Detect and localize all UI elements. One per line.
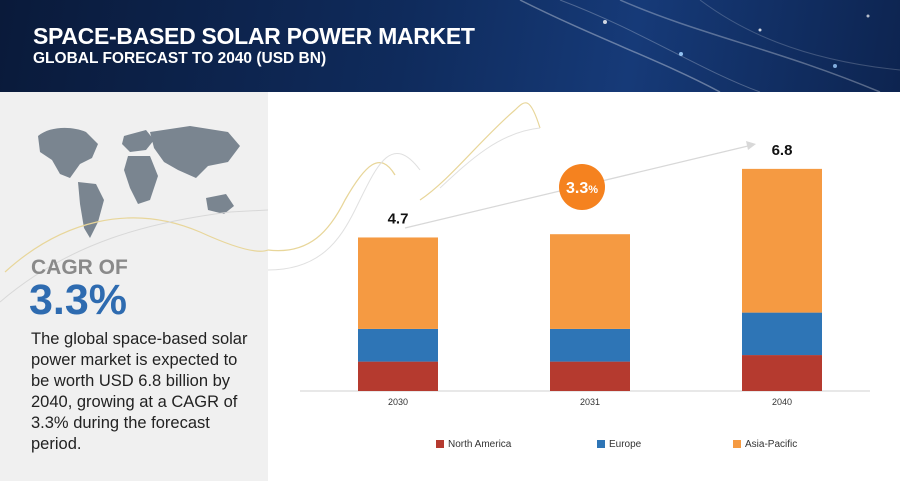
chart-subtitle: GLOBAL FORECAST TO 2040 (USD BN) (33, 50, 327, 67)
legend-label: Europe (609, 438, 642, 450)
cagr-badge: 3.3% (559, 164, 605, 210)
cagr-label: CAGR OF (31, 256, 128, 279)
legend-swatch (597, 440, 605, 448)
bar-2030-asia-pacific (358, 237, 438, 329)
bar-2030-north-america (358, 361, 438, 391)
cagr-value: 3.3% (29, 276, 128, 324)
legend-item-north-america: North America (436, 437, 511, 451)
world-map-decoration (0, 126, 268, 303)
x-tick-label: 2040 (772, 397, 792, 407)
legend-label: Asia-Pacific (745, 438, 798, 450)
x-tick-label: 2031 (580, 397, 600, 407)
bar-2030-europe (358, 328, 438, 362)
world-map-icon (38, 126, 240, 238)
legend-item-europe: Europe (597, 437, 641, 451)
bar-2031-europe (550, 328, 630, 362)
total-label-2030: 4.7 (388, 210, 409, 227)
bar-2040-europe (742, 312, 822, 356)
chart-decoration (267, 102, 541, 271)
bar-2031-north-america (550, 361, 630, 391)
bar-2031-asia-pacific (550, 234, 630, 329)
legend-swatch (436, 440, 444, 448)
cagr-badge-suffix: % (588, 184, 598, 196)
bar-2040-asia-pacific (742, 168, 822, 313)
legend-swatch (733, 440, 741, 448)
svg-text:3.3%: 3.3% (566, 180, 598, 197)
cagr-badge-value: 3.3 (566, 180, 588, 197)
market-description: The global space-based solar power marke… (31, 330, 248, 453)
bar-2040-north-america (742, 355, 822, 391)
legend-label: North America (448, 438, 512, 450)
header-banner: SPACE-BASED SOLAR POWER MARKET GLOBAL FO… (0, 0, 900, 92)
total-label-2040: 6.8 (772, 142, 793, 159)
x-tick-label: 2030 (388, 397, 408, 407)
summary-panel: CAGR OF 3.3% The global space-based sola… (0, 92, 268, 481)
legend-item-asia-pacific: Asia-Pacific (733, 437, 797, 451)
header-decoration (519, 0, 900, 92)
chart-title: SPACE-BASED SOLAR POWER MARKET (33, 23, 475, 49)
